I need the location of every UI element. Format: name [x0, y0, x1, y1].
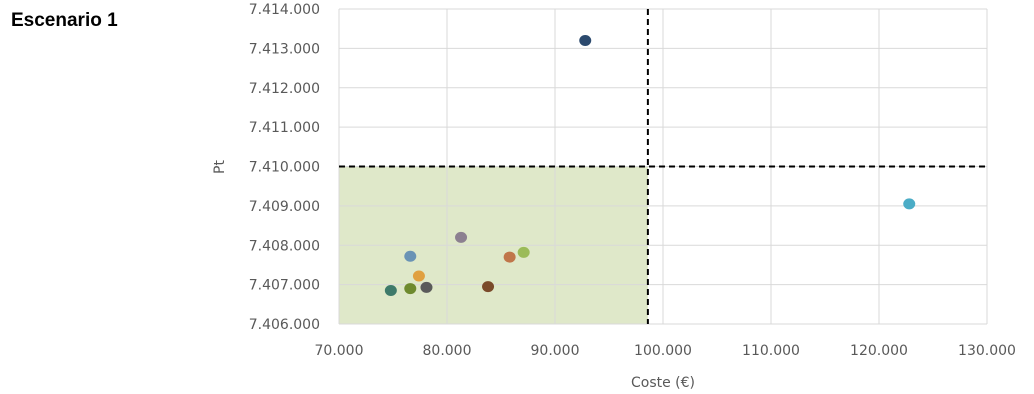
- y-tick-label-0: 7.406.000: [249, 317, 320, 333]
- x-tick-label-1: 80.000: [423, 343, 472, 359]
- y-tick-label-2: 7.408.000: [249, 238, 320, 254]
- data-point-7: [482, 281, 495, 293]
- data-point-2: [455, 231, 468, 243]
- data-point-10: [384, 285, 397, 297]
- x-tick-label-4: 110.000: [742, 343, 800, 359]
- data-point-3: [517, 246, 530, 258]
- y-tick-label-6: 7.412.000: [249, 81, 320, 97]
- threshold-layer: [339, 9, 987, 324]
- x-tick-label-2: 90.000: [531, 343, 580, 359]
- y-tick-label-8: 7.414.000: [249, 2, 320, 18]
- y-tick-label-4: 7.410.000: [249, 160, 320, 176]
- data-point-0: [579, 35, 592, 46]
- data-point-9: [404, 283, 417, 295]
- x-axis-label: Coste (€): [631, 375, 695, 391]
- data-point-8: [420, 281, 433, 293]
- x-tick-label-0: 70.000: [315, 343, 364, 359]
- y-tick-label-7: 7.413.000: [249, 41, 320, 57]
- data-point-5: [404, 250, 417, 262]
- data-point-6: [412, 270, 425, 282]
- data-point-4: [503, 251, 516, 263]
- data-point-1: [903, 198, 916, 210]
- x-tick-label-5: 120.000: [850, 343, 908, 359]
- y-tick-label-1: 7.407.000: [249, 278, 320, 294]
- scenario-heading: Escenario 1: [11, 10, 118, 31]
- y-tick-label-5: 7.411.000: [249, 120, 320, 136]
- points-layer: [384, 35, 916, 297]
- y-axis-label: Pt: [212, 160, 228, 174]
- y-tick-label-3: 7.409.000: [249, 199, 320, 215]
- x-tick-label-3: 100.000: [634, 343, 692, 359]
- x-tick-label-6: 130.000: [958, 343, 1016, 359]
- tick-layer: 70.000 80.000 90.000 100.000 110.000 120.000 1…: [249, 2, 1016, 359]
